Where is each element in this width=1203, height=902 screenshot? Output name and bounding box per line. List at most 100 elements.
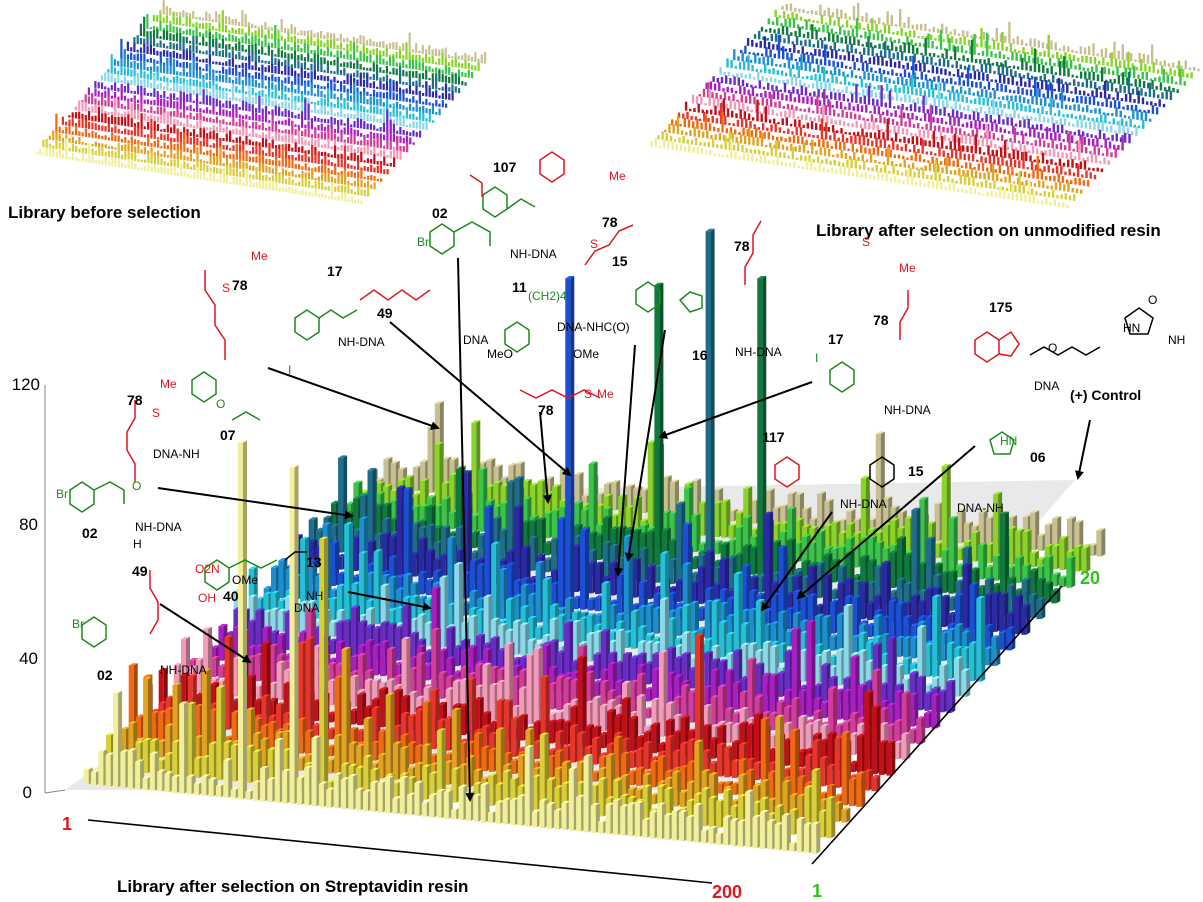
bar-inset-before-bars-r11-c11 [133,76,136,86]
bar-inset-after-bars-r14-c27 [849,66,852,70]
bar-inset-before-bars-r14-c51 [284,77,287,84]
bar-inset-after-bars-r16-c55 [980,64,983,73]
bar-inset-after-bars-r19-c35 [917,36,920,39]
bar-inset-after-bars-r2-c74 [963,173,967,185]
bar-main-bars-r20-c11 [442,459,448,495]
bar-inset-after-bars-r11-c62 [975,108,978,113]
bar-inset-before-bars-r16-c9 [159,40,162,48]
bar-inset-before-bars-r2-c64 [248,174,252,179]
bar-inset-before-bars-r14-c78 [372,89,376,97]
bar-inset-after-bars-r4-c69 [956,158,959,168]
bar-inset-after-bars-r12-c63 [986,97,989,106]
bar-inset-after-bars-r4-c27 [780,136,783,142]
bar-inset-before-bars-r6-c79 [324,151,327,157]
bar-inset-after-bars-r16-c43 [930,56,933,65]
bar-inset-before-bars-r17-c63 [343,62,346,68]
bar-inset-before-bars-r10-c22 [163,91,166,99]
bar-inset-after-bars-r17-c95 [1155,86,1158,90]
bar-inset-before-bars-r16-c12 [169,42,172,49]
bar-top-main-bars-r20-c98 [1081,543,1091,547]
bar-inset-after-bars-r11-c20 [799,79,802,87]
bar-inset-after-bars-r9-c70 [995,123,998,132]
bar-inset-before-bars-r4-c27 [140,141,143,146]
bar-inset-after-bars-r7-c44 [872,120,875,131]
bar-main-bars-r19-c61 [794,520,800,545]
bar-main-bars-r20-c29 [574,474,580,507]
bar-inset-after-bars-r19-c79 [1102,57,1105,66]
bar-inset-before-bars-r16-c51 [297,60,300,69]
bar-inset-before-bars-r20-c25 [238,21,241,26]
bar-inset-before-bars-r10-c36 [209,96,212,106]
bar-main-bars-r18-c96 [1036,567,1042,585]
bar-inset-before-bars-r2-c71 [271,175,275,183]
bar-inset-after-bars-r1-c38 [805,161,809,170]
bar-inset-after-bars-r16-c15 [812,44,815,48]
bar-inset-after-bars-r7-c100 [1107,160,1110,165]
bar-inset-after-bars-r5-c64 [942,150,945,157]
bar-main-bars-r20-c38 [640,490,646,514]
bar-inset-after-bars-r17-c39 [920,52,923,56]
bar-inset-before-bars-r7-c97 [389,151,392,159]
bar-inset-before-bars-r18-c98 [464,72,467,78]
bar-inset-after-bars-r15-c23 [839,55,842,60]
bar-inset-after-bars-r7-c67 [968,135,972,145]
bar-inset-before-bars-r20-c66 [372,41,375,47]
bar-inset-after-bars-r19-c91 [1152,62,1155,73]
bar-main-bars-r17-c19 [456,469,461,547]
bar-inset-before-bars-r4-c16 [104,135,107,140]
bar-inset-before-bars-r10-c33 [199,101,202,104]
bar-inset-before-bars-r5-c29 [153,130,156,139]
bar-inset-before-bars-r10-c34 [202,89,205,105]
bar-inset-after-bars-r20-c99 [1193,66,1196,71]
bar-inset-before-bars-r11-c68 [320,105,323,115]
bar-inset-before-bars-r4-c69 [278,160,281,167]
bar-inset-before-bars-r12-c48 [261,90,264,97]
bar-inset-before-bars-r1-c97 [350,196,353,203]
bar-inset-before-bars-r16-c31 [231,50,234,59]
bar-inset-after-bars-r6-c66 [957,137,961,151]
bar-inset-after-bars-r15-c80 [1078,90,1082,95]
bar-inset-after-bars-r6-c63 [945,145,948,150]
bar-inset-before-bars-r11-c61 [297,107,300,111]
bar-inset-before-bars-r9-c89 [376,133,379,140]
bar-inset-after-bars-r3-c58 [903,159,906,168]
bar-main-bars-r19-c93 [1029,553,1035,568]
bar-main-bars-r18-c65 [809,543,815,564]
bar-top-main-bars-r20-c65 [839,518,849,521]
bar-inset-before-bars-r13-c56 [294,89,297,94]
bar-inset-after-bars-r6-c19 [760,113,763,122]
bar-inset-after-bars-r4-c99 [1082,180,1086,186]
bar-inset-after-bars-r13-c9 [766,55,770,66]
bar-inset-after-bars-r1-c59 [894,175,897,183]
bar-inset-before-bars-r11-c39 [225,92,228,100]
bar-inset-before-bars-r19-c68 [372,48,375,55]
bar-inset-before-bars-r18-c64 [352,42,356,61]
bar-inset-after-bars-r20-c54 [1004,35,1007,43]
bar-inset-after-bars-r19-c23 [866,23,870,31]
bar-inset-after-bars-r4-c26 [776,136,779,141]
bar-main-bars-r19-c66 [831,523,837,549]
bar-inset-before-bars-r14-c20 [182,62,185,68]
bar-inset-after-bars-r14-c78 [1063,95,1066,101]
bar-inset-after-bars-r6-c95 [1079,161,1083,169]
bar-inset-after-bars-r17-c5 [777,28,780,34]
bar-inset-after-bars-r17-c12 [806,31,810,39]
bar-inset-before-bars-r17-c73 [375,64,379,73]
bar-inset-after-bars-r13-c57 [968,87,971,95]
bar-inset-after-bars-r5-c22 [766,127,769,131]
bar-inset-after-bars-r7-c68 [973,135,976,145]
bar-inset-before-bars-r13-c29 [205,73,208,80]
bar-inset-before-bars-r16-c64 [339,70,343,75]
bar-inset-before-bars-r17-c19 [198,42,201,46]
bar-inset-before-bars-r16-c91 [428,85,431,89]
bar-inset-before-bars-r20-c46 [306,30,310,37]
bar-inset-after-bars-r6-c36 [831,125,835,133]
bar-inset-after-bars-r8-c2 [702,88,706,97]
bar-inset-before-bars-r13-c51 [277,81,280,91]
bar-inset-before-bars-r18-c6 [162,27,165,32]
bar-inset-before-bars-r14-c86 [399,91,402,101]
bar-inset-after-bars-r20-c7 [806,10,809,14]
bar-inset-before-bars-r19-c56 [333,39,336,49]
bar-inset-after-bars-r11-c4 [732,74,735,77]
bar-inset-before-bars-r16-c98 [451,84,454,93]
